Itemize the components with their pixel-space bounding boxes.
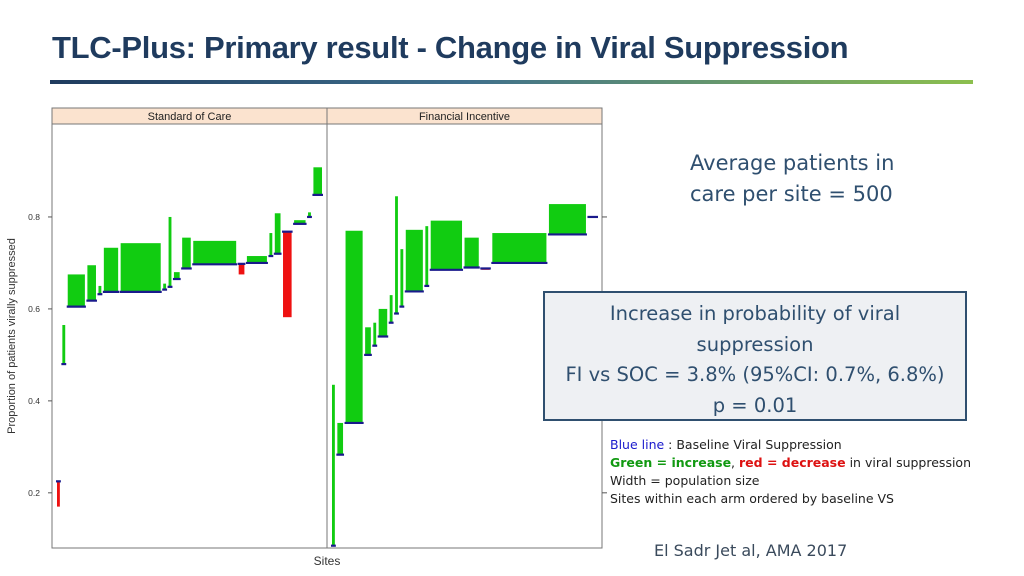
result-line3: FI vs SOC = 3.8% (95%CI: 0.7%, 6.8%) [565, 363, 945, 386]
legend-width-line: Width = population size [610, 473, 760, 488]
increase-bar-1-11 [430, 220, 463, 270]
increase-bar-1-12 [464, 237, 479, 268]
citation: El Sadr Jet al, AMA 2017 [654, 541, 848, 560]
increase-bar-0-18 [308, 212, 311, 217]
increase-bar-1-1 [337, 422, 344, 455]
increase-bar-1-0 [332, 384, 335, 546]
slide-title: TLC-Plus: Primary result - Change in Vir… [52, 30, 849, 65]
average-patients-line2: care per site = 500 [690, 182, 893, 206]
increase-bar-0-9 [173, 272, 180, 280]
average-patients-note: Average patients in care per site = 500 [690, 148, 894, 210]
increase-bar-1-5 [378, 308, 388, 337]
panel-title-0: Standard of Care [148, 111, 232, 123]
decrease-bar-0-0 [57, 481, 60, 507]
legend-blue-line-label: Blue line [610, 437, 665, 452]
legend-color-desc: in viral suppression [845, 455, 971, 470]
result-summary-box: Increase in probability of viral suppres… [543, 291, 967, 421]
increase-bar-1-9 [405, 229, 423, 292]
legend-green-label: Green = increase [610, 455, 732, 470]
title-underline [50, 80, 973, 84]
result-line4: p = 0.01 [712, 393, 798, 417]
decrease-bar-0-16 [283, 231, 292, 318]
increase-bar-0-19 [313, 167, 322, 195]
result-line1: Increase in probability of viral [609, 302, 901, 325]
increase-bar-1-14 [492, 233, 547, 263]
y-tick-label: 0.2 [28, 488, 40, 498]
increase-bar-1-7 [395, 196, 398, 314]
increase-bar-1-4 [373, 322, 377, 346]
y-axis-label: Proportion of patients virally suppresse… [6, 238, 18, 434]
increase-bar-1-3 [365, 327, 371, 355]
panels-layer: Standard of Care Financial Incentive [51, 107, 603, 549]
increase-bar-0-15 [274, 213, 281, 254]
legend-baseline-line: Blue line : Baseline Viral Suppression [610, 436, 971, 454]
increase-bar-1-2 [345, 230, 363, 423]
legend-color-line: Green = increase, red = decrease in vira… [610, 454, 971, 472]
panel-title-1: Financial Incentive [419, 111, 510, 123]
y-tick-label: 0.6 [28, 304, 40, 314]
average-patients-line1: Average patients in [690, 151, 895, 175]
y-tick-label: 0.8 [28, 212, 40, 222]
increase-bar-0-1 [62, 325, 66, 365]
decrease-bar-0-12 [238, 263, 245, 275]
increase-bar-0-17 [294, 220, 306, 224]
increase-bar-0-11 [193, 240, 237, 265]
increase-bar-0-8 [168, 216, 172, 287]
increase-bar-1-15 [548, 204, 586, 235]
y-tick-label: 0.4 [28, 396, 40, 406]
increase-bar-1-8 [400, 249, 404, 307]
increase-bar-0-13 [246, 256, 267, 263]
legend-red-label: red = decrease [739, 455, 846, 470]
result-line2: suppression [696, 332, 814, 356]
increase-bar-0-10 [182, 237, 191, 269]
viral-suppression-chart: Standard of Care Financial Incentive 0.2 0… [6, 107, 607, 568]
legend-notes: Blue line : Baseline Viral Suppression G… [610, 436, 971, 508]
increase-bar-0-7 [163, 283, 167, 290]
increase-bar-1-6 [389, 295, 393, 323]
x-axis-label: Sites [314, 554, 341, 568]
increase-bar-0-5 [103, 247, 119, 292]
legend-sites-line: Sites within each arm ordered by baselin… [610, 491, 894, 506]
legend-comma: , [731, 455, 739, 470]
increase-bar-0-14 [269, 233, 273, 257]
increase-bar-0-6 [120, 243, 161, 292]
increase-bar-0-4 [98, 285, 102, 295]
marks-layer [56, 167, 598, 547]
legend-blue-line-desc: : Baseline Viral Suppression [664, 437, 842, 452]
increase-bar-0-2 [67, 274, 85, 307]
increase-bar-1-10 [425, 226, 429, 286]
increase-bar-0-3 [87, 265, 96, 301]
